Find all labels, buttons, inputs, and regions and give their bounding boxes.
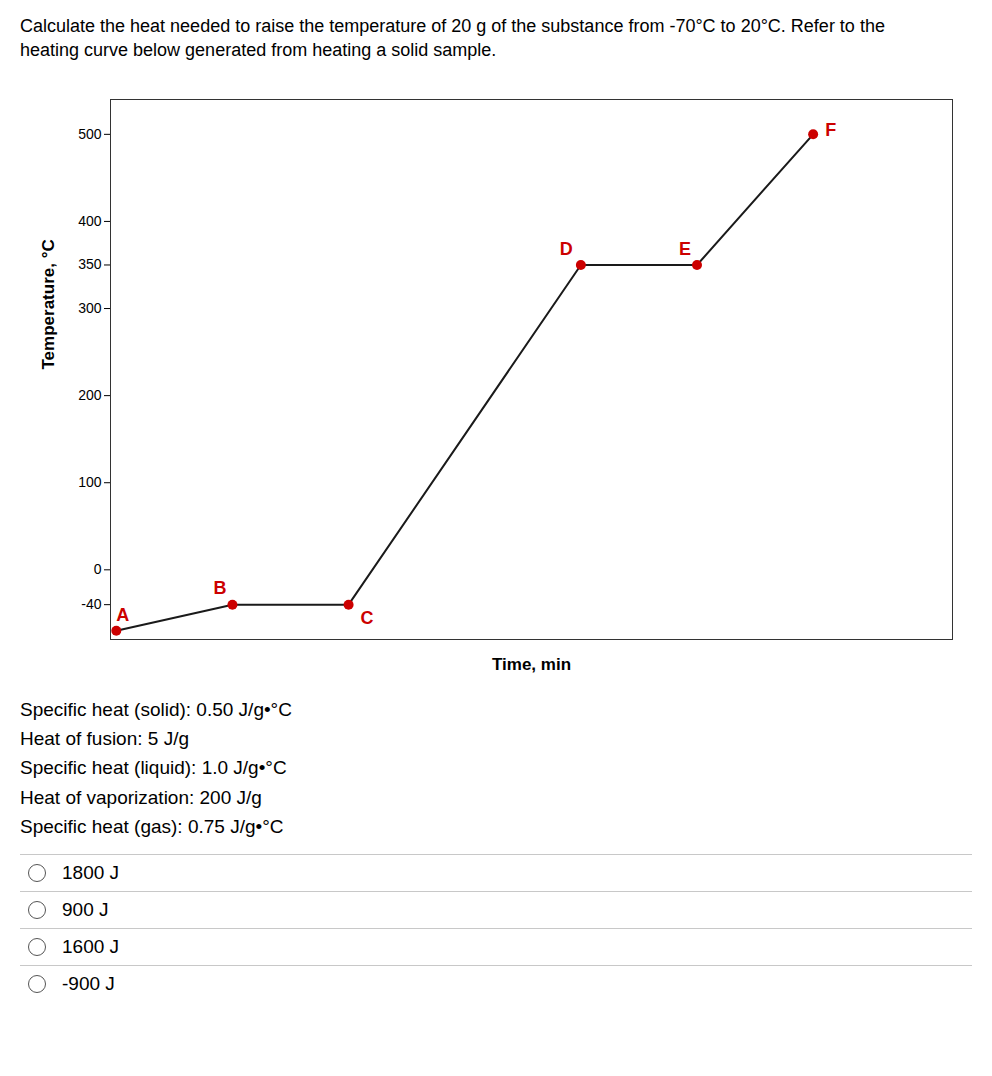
html-text:Specific heat (solid): 0.50 J/: Specific heat (solid): 0.50 J/g•°C [20, 698, 292, 720]
svg-text:100: 100 [78, 474, 102, 490]
svg-text:D: D [560, 238, 573, 258]
svg-text:E: E [679, 238, 691, 258]
html-text:1600 J: 1600 J [62, 935, 119, 957]
svg-text:Temperature, °C: Temperature, °C [39, 239, 58, 369]
html-text:900 J: 900 J [62, 898, 109, 920]
html-text:heating curve below generated: heating curve below generated from heati… [20, 40, 497, 61]
svg-text:Time, min: Time, min [492, 654, 571, 673]
svg-text:500: 500 [78, 125, 102, 141]
svg-text:300: 300 [78, 300, 102, 316]
svg-text:0: 0 [94, 561, 102, 577]
svg-text:A: A [116, 604, 129, 624]
html-text:-900 J: -900 J [62, 972, 115, 994]
html-text:Heat of fusion: 5 J/g: Heat of fusion: 5 J/g [20, 728, 189, 749]
html-text:Heat of vaporization: 200 J/g: Heat of vaporization: 200 J/g [20, 786, 262, 808]
html-text:Calculate the heat needed to r: Calculate the heat needed to raise the t… [20, 16, 885, 36]
html-text:1800 J: 1800 J [62, 861, 119, 883]
svg-text:200: 200 [78, 387, 102, 403]
svg-text:-40: -40 [81, 596, 101, 612]
svg-text:B: B [213, 578, 226, 598]
svg-text:C: C [361, 608, 374, 628]
svg-text:350: 350 [78, 256, 102, 272]
html-text:Specific heat (gas): 0.75 J/g•: Specific heat (gas): 0.75 J/g•°C [20, 816, 284, 838]
html-text:Specific heat (liquid): 1.0 J/: Specific heat (liquid): 1.0 J/g•°C [20, 757, 287, 779]
svg-text:F: F [825, 120, 836, 140]
svg-text:400: 400 [78, 213, 102, 229]
